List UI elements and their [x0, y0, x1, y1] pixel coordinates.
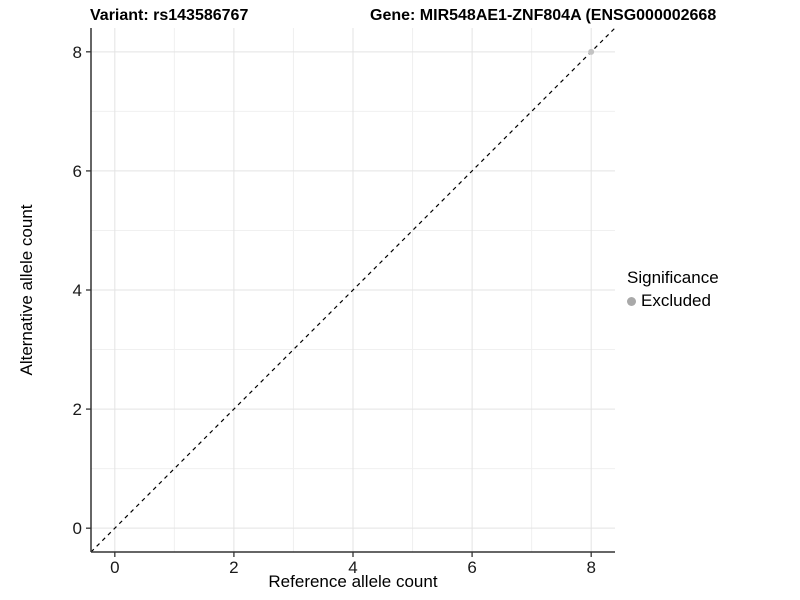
x-tick-label: 4 — [348, 558, 357, 577]
x-tick-label: 0 — [110, 558, 119, 577]
variant-title: Variant: rs143586767 — [90, 7, 249, 24]
legend: Significance Excluded — [627, 268, 719, 311]
legend-item-excluded: Excluded — [627, 291, 719, 311]
y-tick-label: 0 — [73, 519, 82, 538]
gene-title: Gene: MIR548AE1-ZNF804A (ENSG000002668 — [370, 7, 717, 24]
y-tick-label: 2 — [73, 400, 82, 419]
legend-item-label: Excluded — [641, 291, 711, 310]
x-axis-title: Reference allele count — [268, 572, 438, 591]
x-tick-label: 2 — [229, 558, 238, 577]
identity-line — [90, 27, 616, 553]
legend-title: Significance — [627, 268, 719, 287]
x-tick-label: 8 — [586, 558, 595, 577]
legend-marker-dot — [627, 296, 636, 306]
y-axis-title: Alternative allele count — [17, 204, 36, 376]
y-tick-label: 6 — [73, 162, 82, 181]
x-tick-label: 6 — [467, 558, 476, 577]
y-tick-label: 4 — [73, 281, 82, 300]
data-point — [588, 48, 595, 55]
y-tick-label: 8 — [73, 43, 82, 62]
